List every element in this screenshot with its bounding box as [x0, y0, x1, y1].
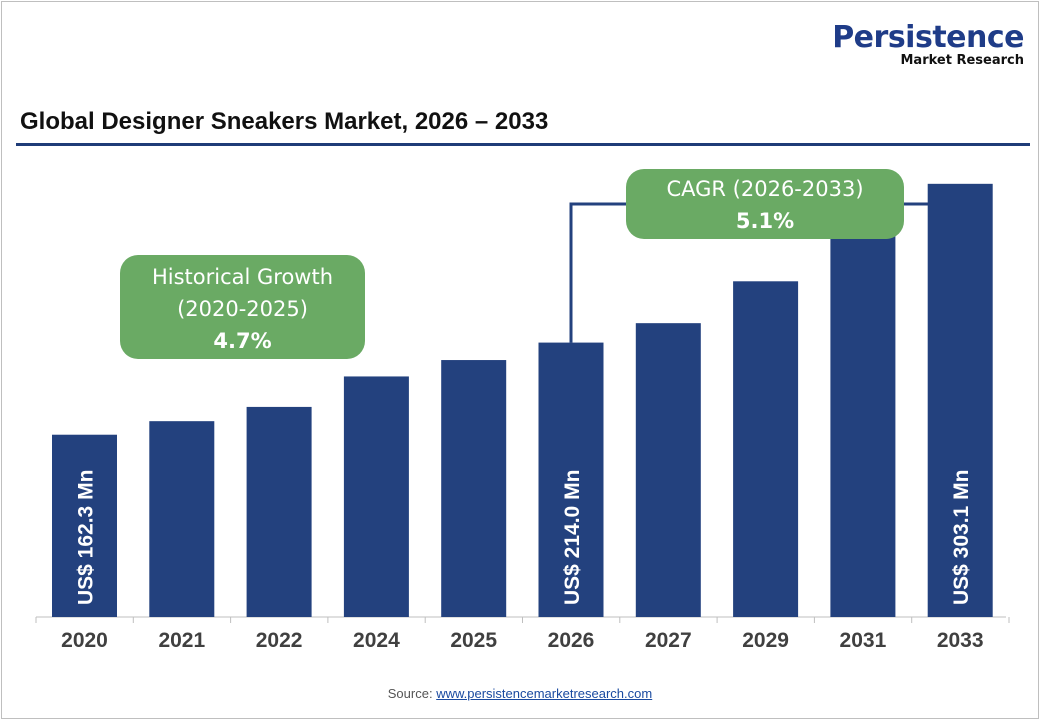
callout-text: CAGR (2026-2033): [666, 177, 863, 201]
data-label: US$ 303.1 Mn: [950, 470, 973, 605]
source-link[interactable]: www.persistencemarketresearch.com: [436, 686, 653, 701]
title-divider: [16, 143, 1030, 146]
cagr-callout: CAGR (2026-2033) 5.1%: [626, 169, 904, 239]
bar-2022: [246, 406, 312, 617]
source-label: Source:: [387, 686, 437, 701]
x-tick-label: 2033: [937, 629, 984, 652]
bar-2031: [830, 234, 896, 617]
logo-main-text: Persistence: [832, 20, 1024, 55]
x-tick-label: 2024: [353, 629, 400, 652]
bar-2033: [927, 183, 993, 617]
data-label: US$ 162.3 Mn: [75, 470, 98, 605]
logo-sub-text: Market Research: [900, 53, 1025, 68]
x-tick-label: 2031: [840, 629, 887, 652]
data-label: US$ 214.0 Mn: [561, 470, 584, 605]
callout-value: 4.7%: [213, 329, 271, 353]
bar-2024: [343, 376, 409, 617]
x-tick-label: 2021: [158, 629, 205, 652]
bar-2021: [149, 421, 215, 617]
bar-2020: [52, 434, 117, 617]
callout-text: (2020-2025): [177, 297, 308, 321]
bar-2029: [733, 281, 799, 617]
bar-2025: [441, 360, 507, 617]
source-note: Source: www.persistencemarketresearch.co…: [0, 686, 1040, 701]
x-tick-label: 2027: [645, 629, 692, 652]
callout-box: [120, 255, 365, 359]
callout-box: [626, 169, 904, 239]
historical-growth-callout: Historical Growth (2020-2025) 4.7%: [120, 255, 365, 359]
callout-value: 5.1%: [736, 209, 794, 233]
callout-text: Historical Growth: [152, 265, 333, 289]
logo: Persistence Market Research: [832, 22, 1024, 68]
x-tick-label: 2022: [256, 629, 303, 652]
bar-2027: [635, 323, 701, 617]
bar-2026: [538, 342, 604, 617]
x-tick-label: 2020: [61, 629, 108, 652]
chart-title: Global Designer Sneakers Market, 2026 – …: [20, 108, 549, 135]
x-tick-label: 2025: [450, 629, 497, 652]
x-tick-label: 2029: [742, 629, 789, 652]
x-tick-label: 2026: [548, 629, 595, 652]
